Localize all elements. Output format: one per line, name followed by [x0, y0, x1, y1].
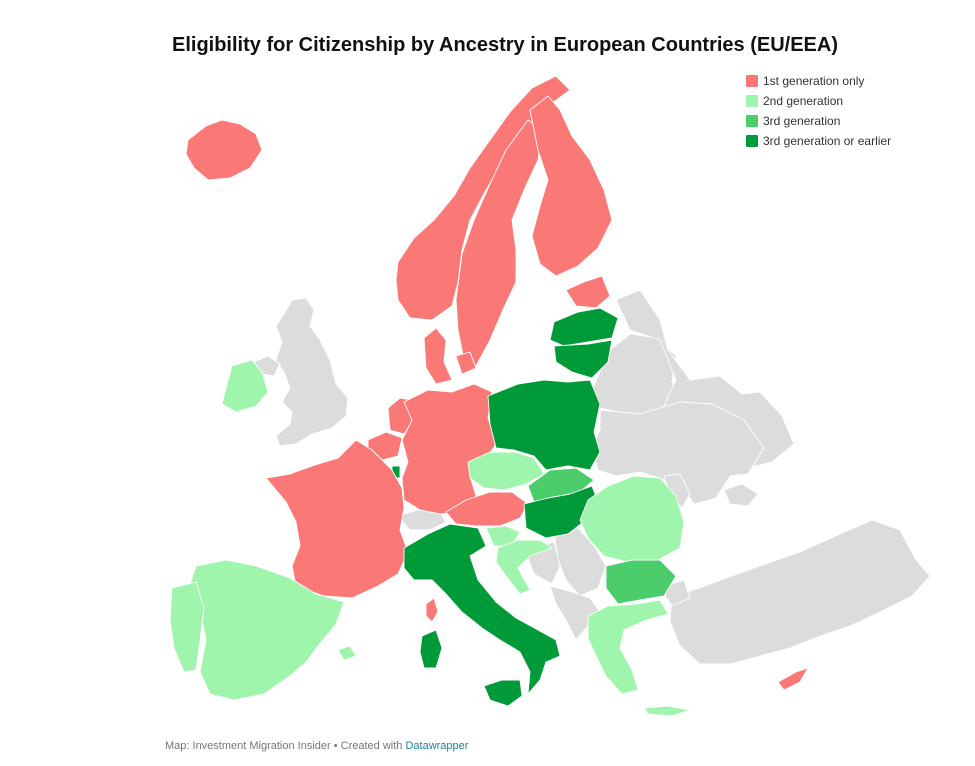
footer-text: Map: Investment Migration Insider • Crea…: [165, 740, 403, 752]
country-ukraine[interactable]: [591, 401, 765, 505]
legend: 1st generation only 2nd generation 3rd g…: [746, 71, 891, 151]
country-italy[interactable]: [403, 523, 561, 695]
legend-swatch: [746, 95, 758, 107]
country-crimea[interactable]: [723, 483, 759, 507]
country-crete[interactable]: [643, 705, 691, 717]
legend-label: 2nd generation: [763, 94, 844, 108]
legend-swatch: [746, 75, 758, 87]
country-latvia[interactable]: [549, 307, 619, 347]
legend-label: 3rd generation: [763, 114, 841, 128]
map-title: Eligibility for Citizenship by Ancestry …: [171, 34, 838, 56]
country-germany[interactable]: [401, 383, 497, 515]
country-finland[interactable]: [529, 95, 613, 277]
country-poland[interactable]: [487, 379, 601, 471]
country-ireland[interactable]: [221, 359, 269, 413]
country-france[interactable]: [265, 439, 409, 599]
country-corsica[interactable]: [425, 597, 439, 623]
legend-swatch: [746, 135, 758, 147]
country-switzerland[interactable]: [397, 509, 447, 531]
country-romania[interactable]: [579, 475, 685, 563]
country-balearic-islands[interactable]: [337, 645, 357, 661]
footer-credit: Map: Investment Migration Insider • Crea…: [165, 740, 468, 752]
country-austria[interactable]: [445, 491, 529, 527]
country-czechia[interactable]: [467, 451, 545, 491]
country-bulgaria[interactable]: [605, 559, 677, 605]
datawrapper-link[interactable]: Datawrapper: [405, 740, 469, 752]
legend-item-3rd-generation: 3rd generation: [746, 111, 891, 131]
legend-item-2nd-generation: 2nd generation: [746, 91, 891, 111]
country-spain[interactable]: [189, 559, 345, 701]
country-serbia[interactable]: [553, 527, 607, 597]
country-sardinia[interactable]: [419, 629, 443, 669]
legend-swatch: [746, 115, 758, 127]
country-croatia[interactable]: [495, 539, 553, 595]
country-slovenia[interactable]: [485, 525, 521, 547]
country-iceland[interactable]: [185, 119, 263, 181]
country-greece[interactable]: [587, 599, 669, 695]
country-estonia[interactable]: [565, 275, 611, 309]
country-united-kingdom[interactable]: [275, 297, 349, 447]
country-turkey[interactable]: [669, 519, 931, 665]
country-lithuania[interactable]: [553, 339, 613, 379]
legend-item-3rd-generation-or-earlier: 3rd generation or earlier: [746, 131, 891, 151]
country-cyprus[interactable]: [777, 667, 809, 691]
legend-label: 1st generation only: [763, 74, 865, 88]
country-russia[interactable]: [615, 289, 795, 471]
country-sicily[interactable]: [483, 679, 523, 707]
country-portugal[interactable]: [169, 581, 205, 673]
country-denmark-zealand[interactable]: [455, 351, 477, 375]
legend-item-1st-generation: 1st generation only: [746, 71, 891, 91]
legend-label: 3rd generation or earlier: [763, 134, 892, 148]
country-denmark[interactable]: [423, 327, 453, 385]
